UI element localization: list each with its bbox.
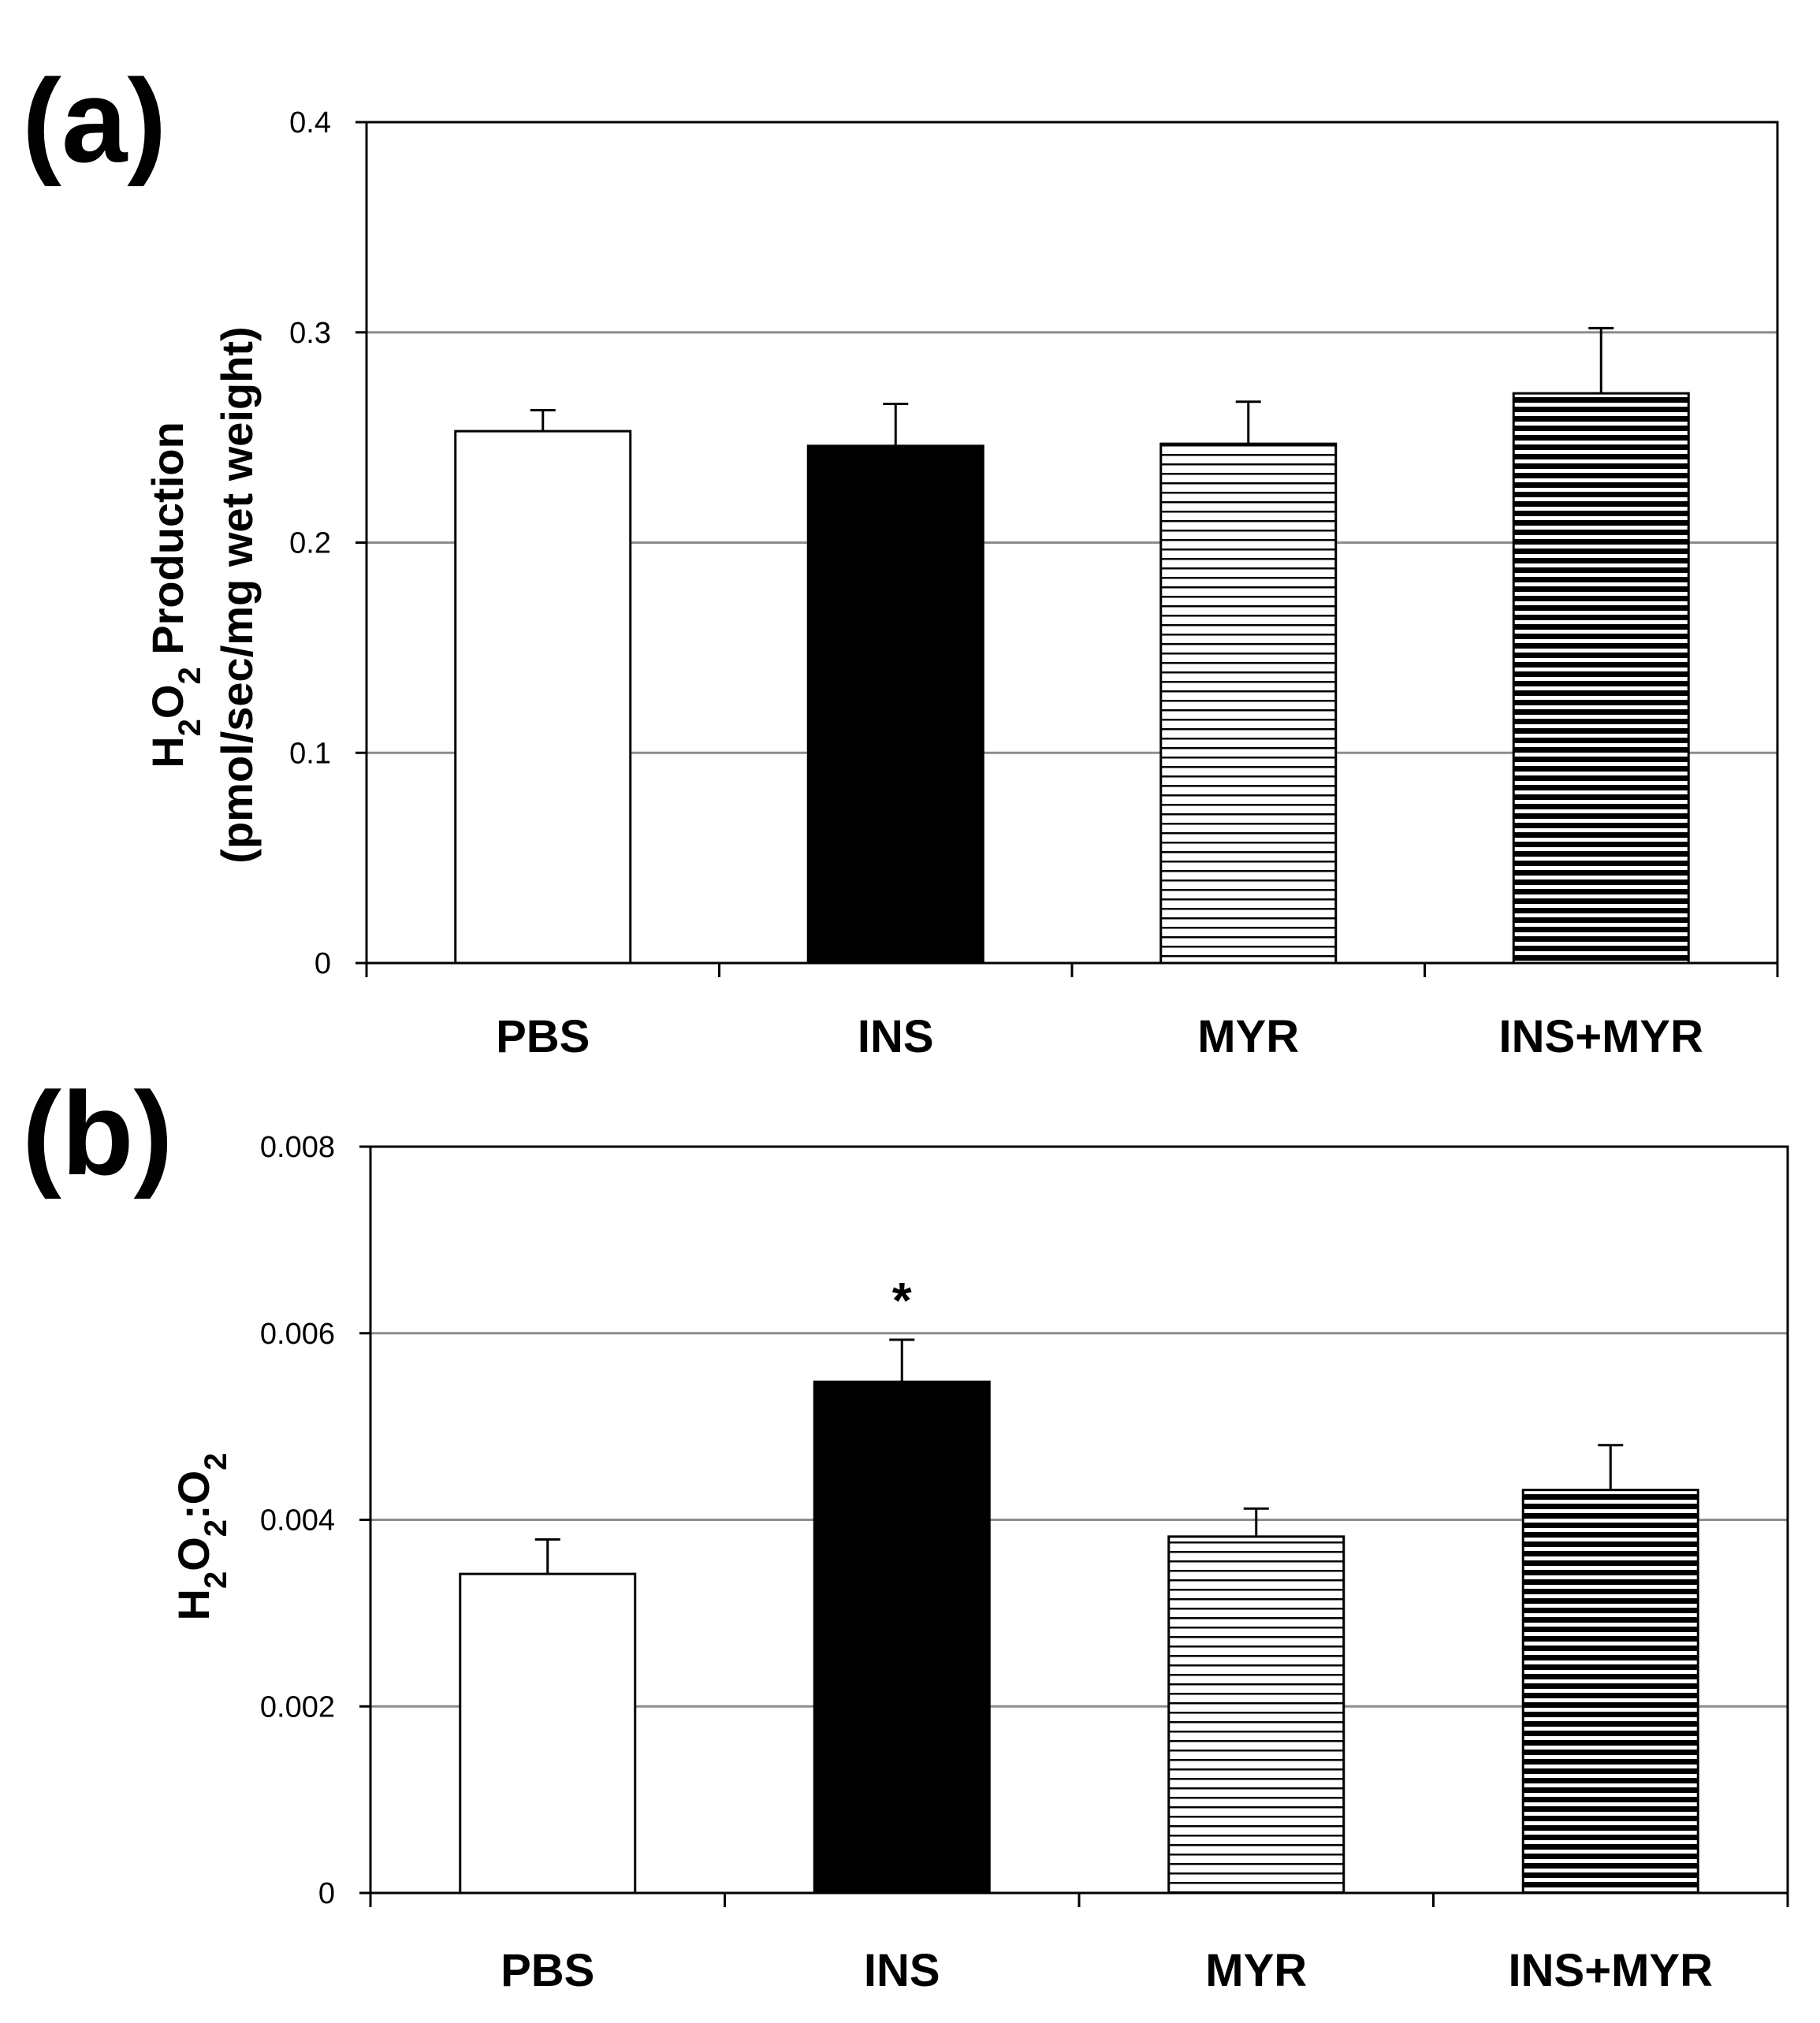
panel-b-x-category-label: INS	[864, 1945, 940, 1996]
panel-a-y-axis-title: H2O2 Production	[143, 422, 207, 768]
panel-b-x-category-label: PBS	[501, 1945, 594, 1996]
panel-a-y-tick-label: 0	[314, 947, 331, 980]
panel-a: (a) H2O2 Production (pmol/sec/mg wet wei…	[22, 54, 1779, 1062]
panel-a-x-category-label: MYR	[1197, 1011, 1299, 1062]
panel-a-label: (a)	[22, 54, 166, 187]
panel-a-bar-pbs	[454, 430, 632, 965]
panel-b: (b) H2O2:O2 0 0.002 0.004 0.006 0.008 PBS INS *…	[22, 1067, 1789, 1996]
panel-a-bar-ins	[806, 444, 984, 965]
panel-b-bar-ins	[813, 1380, 991, 1895]
panel-b-y-axis-title: H2O2:O2	[169, 1453, 233, 1621]
panel-a-x-category-label: INS+MYR	[1499, 1011, 1703, 1062]
panel-b-label: (b)	[22, 1067, 173, 1199]
panel-b-bar-ins-myr	[1521, 1489, 1699, 1895]
panel-a-bar-ins-myr	[1512, 392, 1690, 965]
panel-b-bar-pbs	[459, 1572, 637, 1895]
panel-b-y-tick-label: 0.002	[260, 1690, 335, 1724]
panel-b-x-category-label: MYR	[1205, 1945, 1307, 1996]
panel-a-plot-area: 0 0.1 0.2 0.3 0.4 PBS INS MYR INS+MYR	[289, 106, 1779, 1062]
panel-a-x-category-label: INS	[858, 1011, 934, 1062]
panel-b-y-tick-label: 0.008	[260, 1131, 335, 1164]
panel-a-y-tick-label: 0.3	[289, 317, 331, 350]
panel-b-bar-myr	[1167, 1535, 1345, 1895]
panel-b-y-tick-label: 0.006	[260, 1318, 335, 1351]
panel-b-plot-area: 0 0.002 0.004 0.006 0.008 PBS INS * MYR INS+MYR	[260, 1131, 1789, 1996]
panel-a-bar-myr	[1159, 442, 1338, 965]
panel-a-y-tick-label: 0.4	[289, 106, 331, 139]
panel-a-y-axis-subtitle: (pmol/sec/mg wet weight)	[212, 326, 262, 863]
panel-b-y-tick-label: 0.004	[260, 1504, 335, 1538]
panel-b-y-tick-label: 0	[318, 1877, 335, 1910]
panel-b-significance-marker: *	[892, 1272, 912, 1329]
panel-a-y-tick-label: 0.2	[289, 527, 331, 560]
panel-a-x-category-label: PBS	[496, 1011, 590, 1062]
panel-a-y-tick-label: 0.1	[289, 737, 331, 770]
panel-b-x-category-label: INS+MYR	[1509, 1945, 1713, 1996]
